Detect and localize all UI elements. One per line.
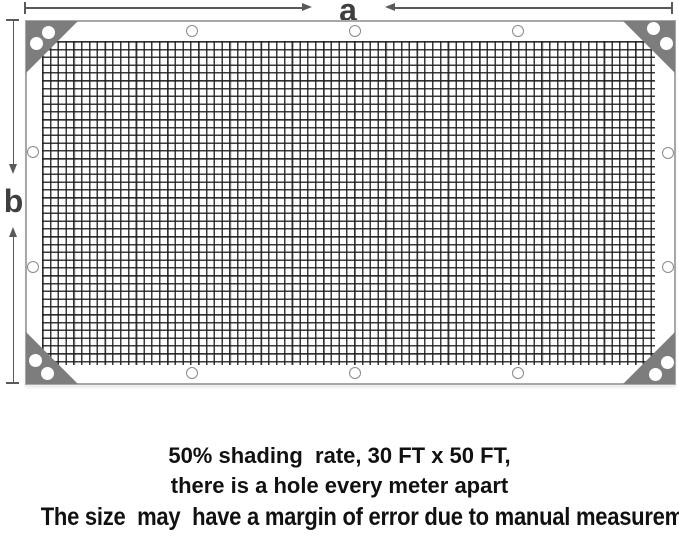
corner-hole xyxy=(40,366,54,380)
dim-a-arrow-right-icon xyxy=(302,3,312,11)
grommet-icon xyxy=(512,367,524,379)
corner-hole xyxy=(659,36,673,50)
grommet-icon xyxy=(186,25,198,37)
corner-hole xyxy=(41,25,55,39)
dim-a-left-tick xyxy=(24,2,26,14)
dim-b-arrow-down-icon xyxy=(8,164,17,174)
dim-b-line-top xyxy=(12,20,15,165)
grommet-icon xyxy=(186,367,198,379)
dim-a-right-tick xyxy=(671,2,673,14)
corner-hole xyxy=(28,353,42,367)
grommet-icon xyxy=(349,367,361,379)
grommet-icon xyxy=(512,25,524,37)
dim-b-line-bottom xyxy=(12,236,15,383)
grommet-icon xyxy=(349,25,361,37)
corner-hole xyxy=(646,21,660,35)
dim-a-label: a xyxy=(339,0,357,28)
dim-a-line-left xyxy=(25,7,302,9)
caption-line-spec: 50% shading rate, 30 FT x 50 FT, xyxy=(168,443,511,468)
dim-b-top-tick xyxy=(6,19,19,21)
caption-block: 50% shading rate, 30 FT x 50 FT, there i… xyxy=(0,441,679,534)
grommet-icon xyxy=(662,261,674,273)
dim-b-arrow-up-icon xyxy=(8,227,17,237)
dim-a-line-right xyxy=(394,7,672,9)
dim-b-bottom-tick xyxy=(6,382,19,384)
caption-line-disclaimer: The size may have a margin of error due … xyxy=(40,503,679,531)
corner-hole xyxy=(660,355,674,369)
grommet-icon xyxy=(27,146,39,158)
grommet-icon xyxy=(662,147,674,159)
caption-line-holes: there is a hole every meter apart xyxy=(170,473,509,498)
mesh-net xyxy=(42,41,655,365)
dim-b-label: b xyxy=(3,183,24,219)
corner-hole xyxy=(648,367,662,381)
shade-net-tarp xyxy=(25,20,676,385)
dim-a-arrow-left-icon xyxy=(385,3,395,11)
grommet-icon xyxy=(27,261,39,273)
corner-hole xyxy=(29,36,43,50)
